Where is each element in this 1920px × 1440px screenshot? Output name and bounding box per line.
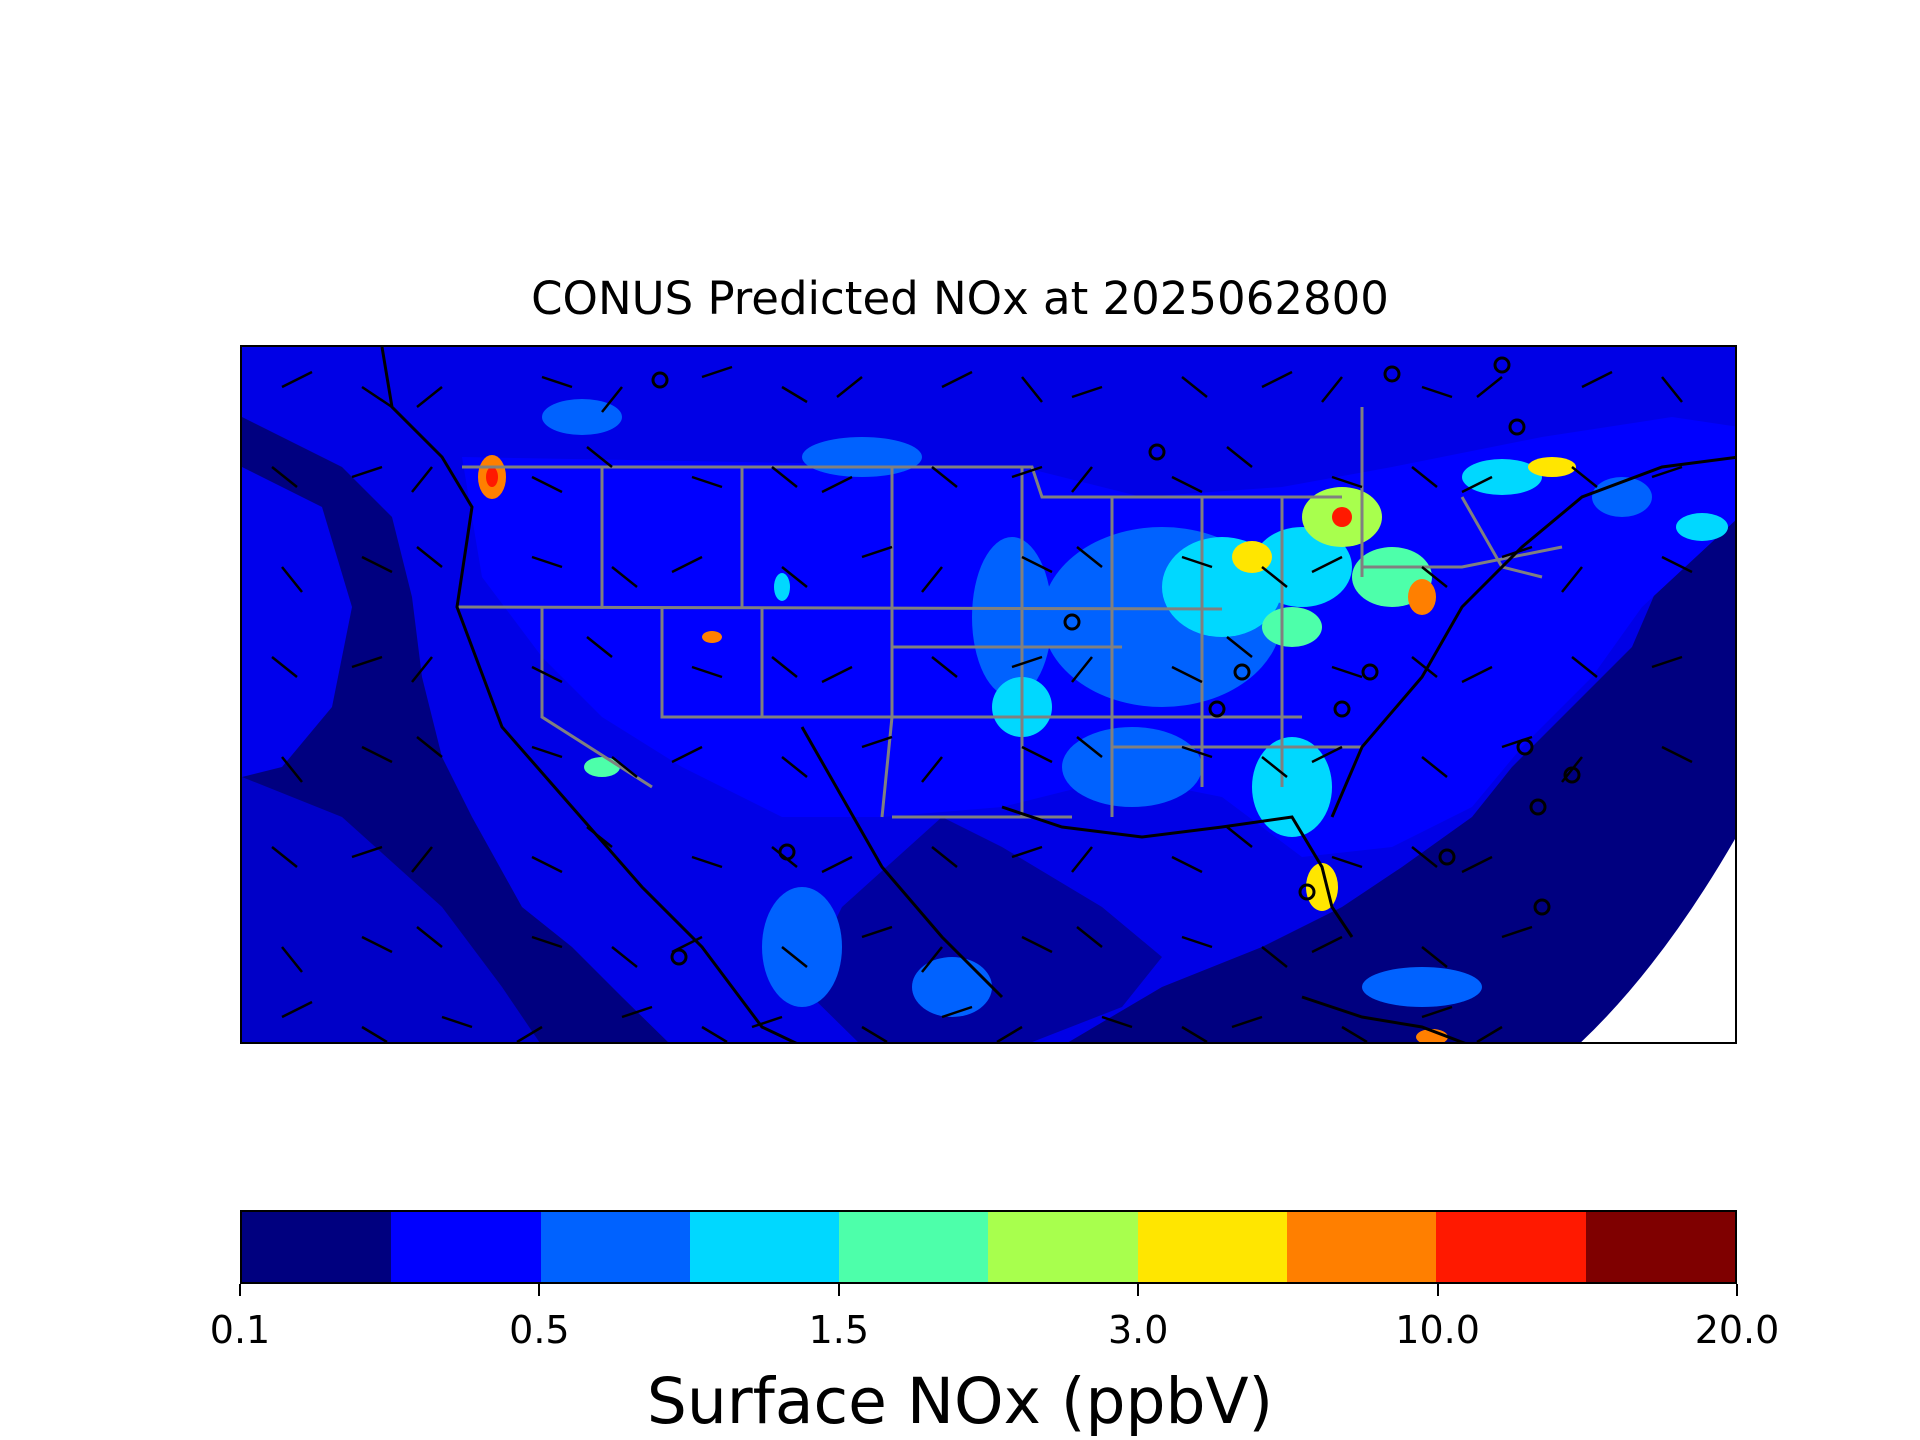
southwest-ocean [242, 777, 540, 1042]
gulf-region [802, 817, 1162, 1042]
colorbar-tick-label: 3.0 [1107, 1308, 1169, 1352]
colorbar-segment [689, 1212, 840, 1282]
colorbar-tick [1137, 1284, 1140, 1296]
colorbar-tick-label: 1.5 [808, 1308, 870, 1352]
state-borders [456, 407, 1563, 819]
colorbar-segment [1585, 1212, 1735, 1282]
no-data-region [1581, 838, 1735, 1042]
colorbar-segment [1436, 1212, 1586, 1282]
colorbar-segment [242, 1212, 392, 1282]
colorbar-segment [540, 1212, 690, 1282]
map-title: CONUS Predicted NOx at 2025062800 [531, 272, 1389, 325]
colorbar-segment [1287, 1212, 1437, 1282]
colorbar-tick [239, 1284, 241, 1296]
pollution-hotspots [478, 399, 1728, 1042]
colorbar-segment [839, 1212, 989, 1282]
calm-wind-markers [651, 356, 1581, 966]
colorbar-segment [391, 1212, 541, 1282]
colorbar-segment [988, 1212, 1138, 1282]
colorbar-label: Surface NOx (ppbV) [646, 1365, 1274, 1438]
coastlines [380, 347, 1735, 1042]
colorbar-tick [1436, 1284, 1439, 1296]
colorbar-tick [1736, 1284, 1738, 1296]
colorbar-tick-label: 0.5 [509, 1308, 570, 1352]
colorbar-segment [1137, 1212, 1288, 1282]
colorbar-tick-label: 10.0 [1395, 1308, 1480, 1352]
colorbar-tick [837, 1284, 840, 1296]
colorbar-tick [538, 1284, 541, 1296]
colorbar-tick-label: 20.0 [1694, 1308, 1780, 1352]
colorbar [240, 1210, 1737, 1284]
colorbar-tick-label: 0.1 [209, 1308, 271, 1352]
nox-map-canvas [242, 347, 1735, 1042]
nox-map [240, 345, 1737, 1044]
land-region [242, 467, 352, 777]
